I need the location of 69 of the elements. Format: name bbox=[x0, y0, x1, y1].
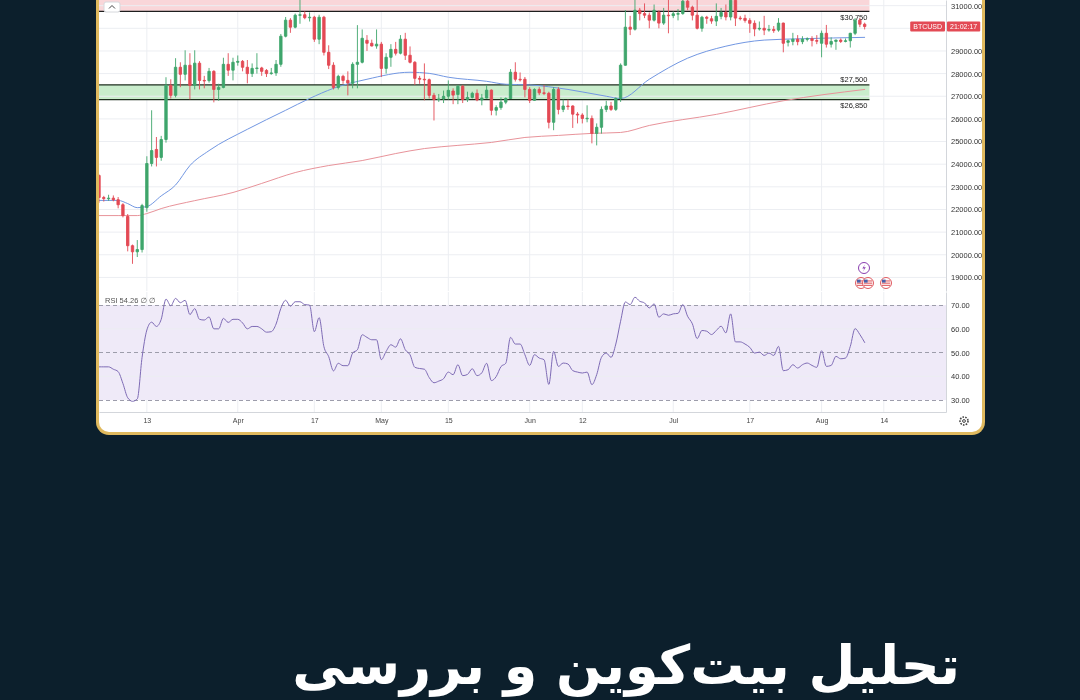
text: تحلیل بیت‌کوین و بررسی bbox=[292, 634, 960, 697]
candlestick bbox=[580, 112, 584, 124]
candlestick bbox=[824, 24, 829, 49]
candlestick bbox=[662, 7, 666, 26]
candlestick bbox=[752, 19, 757, 37]
candlestick bbox=[212, 69, 216, 103]
candlestick bbox=[317, 14, 321, 45]
candlestick bbox=[729, 0, 733, 21]
candlestick bbox=[245, 59, 249, 84]
candlestick bbox=[216, 83, 221, 102]
candlestick bbox=[700, 15, 704, 33]
candlestick bbox=[767, 24, 771, 33]
candlestick bbox=[628, 15, 632, 36]
candlestick bbox=[379, 41, 383, 78]
candlestick bbox=[475, 89, 479, 102]
candlestick bbox=[355, 24, 360, 89]
candlestick bbox=[781, 22, 785, 53]
candlestick bbox=[446, 79, 450, 101]
candlestick bbox=[695, 0, 699, 30]
candlestick bbox=[106, 194, 111, 202]
candlestick bbox=[312, 15, 316, 43]
candlestick bbox=[638, 7, 642, 21]
candlestick bbox=[169, 78, 173, 99]
candlestick bbox=[456, 84, 460, 105]
candlestick bbox=[819, 30, 824, 58]
candlestick bbox=[757, 21, 762, 32]
candlestick bbox=[705, 15, 709, 25]
candlestick bbox=[561, 99, 565, 113]
candlestick bbox=[762, 15, 766, 36]
candlestick bbox=[796, 34, 800, 46]
candlestick bbox=[336, 74, 340, 90]
candlestick bbox=[685, 0, 690, 11]
candlestick bbox=[307, 12, 312, 22]
candlestick bbox=[226, 52, 230, 77]
candlestick bbox=[805, 36, 809, 42]
candlestick bbox=[188, 52, 192, 100]
candlestick bbox=[800, 35, 805, 45]
candlestick bbox=[422, 62, 427, 101]
candlestick bbox=[652, 4, 656, 22]
candlestick bbox=[394, 41, 398, 56]
candlestick bbox=[724, 4, 728, 21]
candlestick bbox=[178, 61, 182, 88]
candlestick bbox=[609, 101, 613, 112]
candlestick bbox=[590, 115, 594, 144]
candlestick bbox=[709, 15, 714, 25]
candlestick bbox=[264, 68, 269, 78]
candlestick bbox=[154, 136, 159, 167]
candlestick bbox=[437, 93, 441, 103]
candlestick bbox=[465, 91, 470, 103]
candlestick bbox=[451, 87, 455, 105]
candlestick bbox=[288, 17, 293, 34]
candlestick bbox=[207, 67, 211, 84]
candlestick bbox=[585, 104, 589, 123]
candlestick bbox=[657, 9, 661, 29]
candlestick bbox=[374, 28, 379, 50]
candlestick bbox=[183, 49, 187, 81]
candlestick bbox=[666, 0, 671, 34]
line-series bbox=[99, 88, 866, 217]
candlestick bbox=[633, 0, 637, 32]
candlestick bbox=[776, 17, 781, 33]
candlestick bbox=[470, 91, 474, 99]
candlestick bbox=[772, 25, 776, 34]
candlestick bbox=[461, 84, 465, 104]
line-series bbox=[99, 296, 866, 402]
candlestick bbox=[303, 10, 307, 20]
candlestick bbox=[260, 66, 264, 77]
candlestick bbox=[193, 49, 197, 90]
line-series bbox=[99, 36, 866, 209]
candlestick bbox=[839, 38, 843, 44]
